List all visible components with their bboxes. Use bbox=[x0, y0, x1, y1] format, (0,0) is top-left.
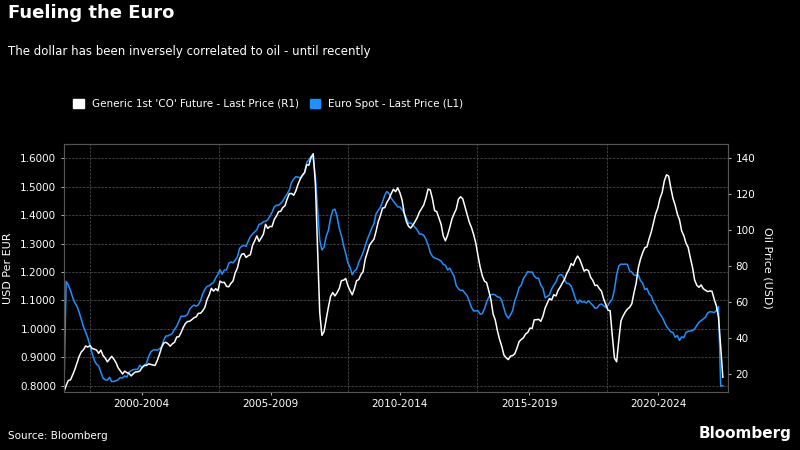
Text: The dollar has been inversely correlated to oil - until recently: The dollar has been inversely correlated… bbox=[8, 45, 370, 58]
Legend: Generic 1st 'CO' Future - Last Price (R1), Euro Spot - Last Price (L1): Generic 1st 'CO' Future - Last Price (R1… bbox=[70, 95, 467, 113]
Y-axis label: Oil Price (USD): Oil Price (USD) bbox=[762, 227, 772, 309]
Text: Bloomberg: Bloomberg bbox=[699, 426, 792, 441]
Y-axis label: USD Per EUR: USD Per EUR bbox=[3, 232, 14, 303]
Text: Fueling the Euro: Fueling the Euro bbox=[8, 4, 174, 22]
Text: Source: Bloomberg: Source: Bloomberg bbox=[8, 431, 108, 441]
